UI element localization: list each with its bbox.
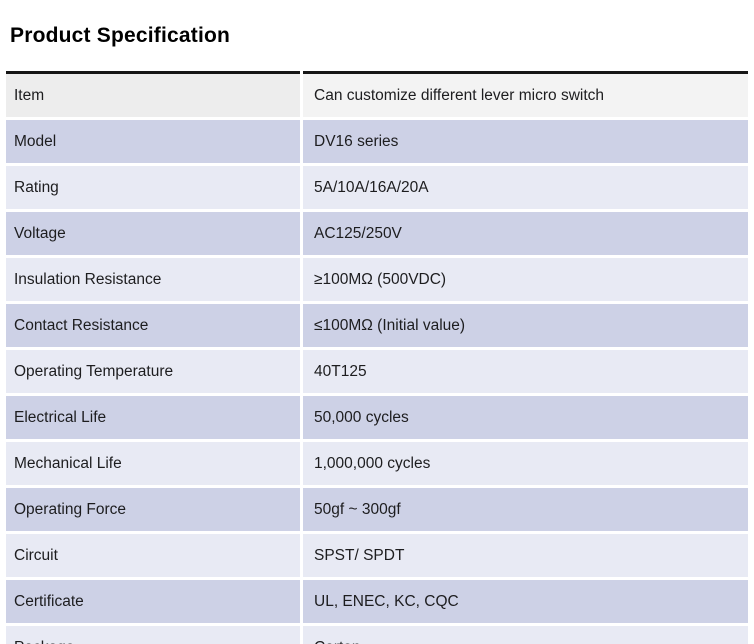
table-row: Model DV16 series bbox=[6, 120, 748, 164]
spec-label-cell: Mechanical Life bbox=[6, 442, 300, 486]
spec-label-cell: Insulation Resistance bbox=[6, 258, 300, 302]
spec-value-cell: 50gf ~ 300gf bbox=[303, 488, 748, 532]
table-row: Package Carton bbox=[6, 626, 748, 644]
spec-label-cell: Operating Force bbox=[6, 488, 300, 532]
spec-label-cell: Item bbox=[6, 74, 300, 118]
spec-value-cell: UL, ENEC, KC, CQC bbox=[303, 580, 748, 624]
table-row: Operating Force 50gf ~ 300gf bbox=[6, 488, 748, 532]
spec-value-cell: 40T125 bbox=[303, 350, 748, 394]
spec-value-cell: DV16 series bbox=[303, 120, 748, 164]
table-row: Insulation Resistance ≥100MΩ (500VDC) bbox=[6, 258, 748, 302]
table-top-rule bbox=[6, 71, 748, 75]
table-row: Electrical Life 50,000 cycles bbox=[6, 396, 748, 440]
table-row: Mechanical Life 1,000,000 cycles bbox=[6, 442, 748, 486]
table-row: Item Can customize different lever micro… bbox=[6, 74, 748, 118]
table-row: Rating 5A/10A/16A/20A bbox=[6, 166, 748, 210]
spec-label-cell: Circuit bbox=[6, 534, 300, 578]
spec-label-cell: Operating Temperature bbox=[6, 350, 300, 394]
spec-label-cell: Rating bbox=[6, 166, 300, 210]
spec-value-cell: 1,000,000 cycles bbox=[303, 442, 748, 486]
specification-table: Item Can customize different lever micro… bbox=[6, 71, 748, 644]
table-row: Certificate UL, ENEC, KC, CQC bbox=[6, 580, 748, 624]
top-rule-right-segment bbox=[303, 71, 748, 75]
spec-value-cell: Carton bbox=[303, 626, 748, 644]
top-rule-left-segment bbox=[6, 71, 300, 75]
spec-label-cell: Contact Resistance bbox=[6, 304, 300, 348]
table-row: Contact Resistance ≤100MΩ (Initial value… bbox=[6, 304, 748, 348]
spec-label-cell: Model bbox=[6, 120, 300, 164]
spec-value-cell: 5A/10A/16A/20A bbox=[303, 166, 748, 210]
spec-label-cell: Electrical Life bbox=[6, 396, 300, 440]
spec-value-cell: AC125/250V bbox=[303, 212, 748, 256]
spec-label-cell: Package bbox=[6, 626, 300, 644]
spec-value-cell: ≥100MΩ (500VDC) bbox=[303, 258, 748, 302]
table-row: Operating Temperature 40T125 bbox=[6, 350, 748, 394]
spec-value-cell: SPST/ SPDT bbox=[303, 534, 748, 578]
table-row: Circuit SPST/ SPDT bbox=[6, 534, 748, 578]
spec-label-cell: Certificate bbox=[6, 580, 300, 624]
spec-value-cell: 50,000 cycles bbox=[303, 396, 748, 440]
spec-value-cell: Can customize different lever micro swit… bbox=[303, 74, 748, 118]
table-body: Item Can customize different lever micro… bbox=[6, 74, 748, 644]
spec-label-cell: Voltage bbox=[6, 212, 300, 256]
page-title: Product Specification bbox=[10, 24, 231, 48]
table-row: Voltage AC125/250V bbox=[6, 212, 748, 256]
spec-value-cell: ≤100MΩ (Initial value) bbox=[303, 304, 748, 348]
